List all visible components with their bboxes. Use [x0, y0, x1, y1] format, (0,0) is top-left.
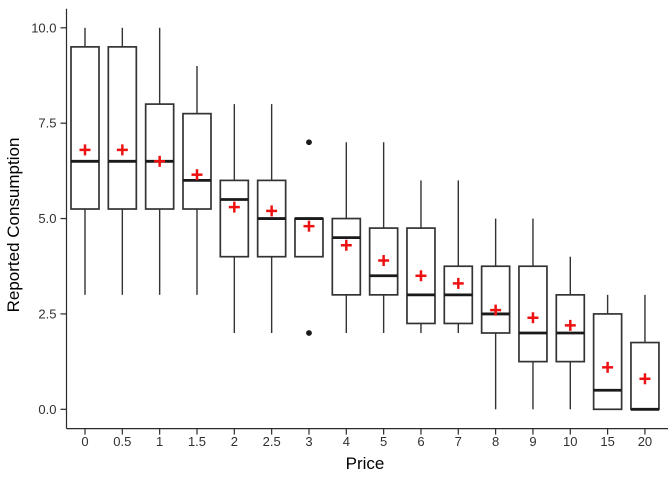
y-axis-ticks: 0.0 2.5 5.0 7.5 10.0 — [31, 20, 67, 417]
y-tick-label: 5.0 — [38, 211, 56, 226]
x-tick-label: 1 — [156, 434, 163, 449]
iqr-box — [480, 265, 511, 334]
box-group-price-5 — [368, 142, 399, 333]
plot-area: 0.0 2.5 5.0 7.5 10.0 0 0.5 1 1.5 2 2.5 3 4 5 6 7 8 9 10 15 2… — [31, 8, 668, 449]
outlier-point — [306, 139, 312, 146]
box-group-price-4 — [331, 142, 362, 333]
iqr-box — [368, 227, 399, 296]
box-group-price-10 — [555, 256, 586, 410]
x-tick-label: 2.5 — [263, 434, 281, 449]
axes — [65, 8, 668, 430]
x-tick-label: 0 — [81, 434, 88, 449]
x-tick-label: 3 — [305, 434, 312, 449]
x-tick-label: 4 — [343, 434, 350, 449]
x-axis-ticks: 0 0.5 1 1.5 2 2.5 3 4 5 6 7 8 9 10 15 20 — [81, 428, 652, 449]
x-tick-label: 2 — [231, 434, 238, 449]
x-tick-label: 9 — [529, 434, 536, 449]
x-tick-label: 7 — [455, 434, 462, 449]
iqr-box — [592, 313, 623, 411]
box-group-price-15 — [592, 294, 623, 411]
y-tick-label: 2.5 — [38, 306, 56, 321]
x-tick-label: 0.5 — [113, 434, 131, 449]
box-group-price-20 — [630, 294, 660, 411]
iqr-box — [219, 179, 250, 258]
box-group-price-0 — [70, 27, 100, 295]
x-tick-label: 1.5 — [188, 434, 206, 449]
iqr-box — [182, 112, 212, 210]
box-group-price-8 — [480, 218, 511, 410]
x-tick-label: 6 — [417, 434, 424, 449]
box-group-price-7 — [443, 180, 474, 333]
box-group-price-2.5 — [256, 104, 287, 333]
box-group-price-9 — [518, 218, 548, 410]
box-group-price-2 — [219, 104, 250, 333]
x-tick-label: 15 — [600, 434, 614, 449]
x-tick-label: 5 — [380, 434, 387, 449]
box-group-price-6 — [406, 180, 436, 333]
box-group-price-1 — [144, 27, 175, 295]
outlier-point — [306, 330, 312, 336]
iqr-box — [331, 217, 362, 296]
iqr-box — [107, 46, 138, 210]
x-axis-title: Price — [346, 454, 385, 473]
y-tick-label: 10.0 — [31, 20, 56, 35]
y-tick-label: 0.0 — [38, 402, 56, 417]
x-tick-label: 20 — [638, 434, 652, 449]
iqr-box — [70, 46, 100, 210]
y-axis-title: Reported Consumption — [4, 138, 23, 313]
x-tick-label: 10 — [563, 434, 577, 449]
y-tick-label: 7.5 — [38, 116, 56, 131]
x-tick-label: 8 — [492, 434, 499, 449]
box-group-price-0.5 — [107, 27, 138, 295]
box-group-price-3 — [294, 139, 324, 336]
box-group-price-1.5 — [182, 65, 212, 295]
